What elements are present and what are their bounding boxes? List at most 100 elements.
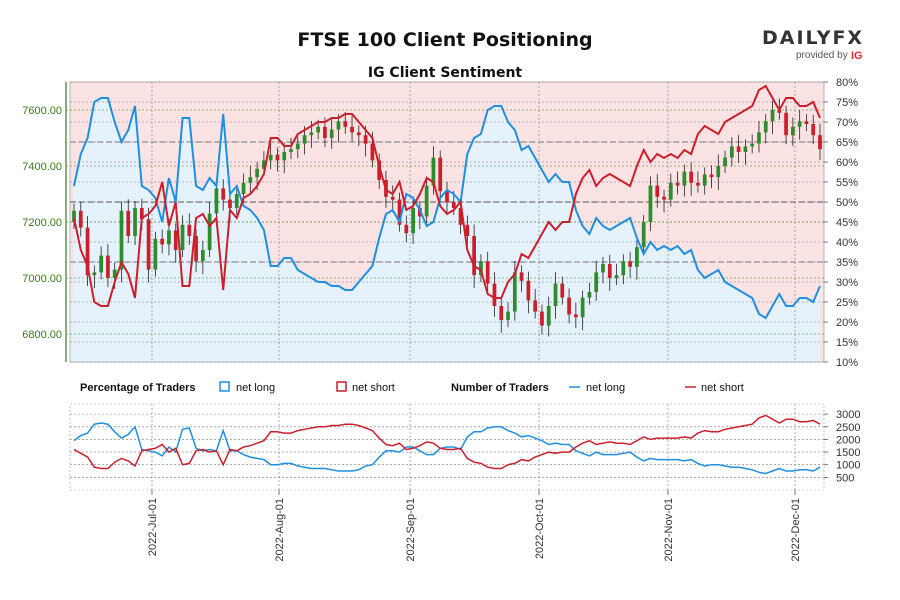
candle-body — [200, 250, 205, 262]
candle-body — [207, 213, 212, 250]
candle-body — [465, 224, 470, 236]
candle-body — [587, 292, 592, 298]
count-tick-label: 500 — [836, 472, 854, 484]
pct-tick-label: 55% — [836, 177, 858, 189]
candle-body — [262, 160, 266, 169]
pct-tick-label: 65% — [836, 137, 858, 149]
candle-body — [167, 230, 171, 245]
date-tick-label: 2022-Dec-01 — [790, 498, 802, 562]
chart-title: FTSE 100 Client Positioning — [297, 29, 592, 51]
candle-body — [180, 224, 185, 250]
candle-body — [811, 124, 816, 136]
candle-body — [641, 222, 646, 248]
logo-ig-mark: IG — [851, 50, 863, 62]
candle-body — [621, 261, 626, 276]
count-tick-label: 2000 — [836, 434, 860, 446]
candle-body — [648, 185, 653, 222]
candle-body — [512, 272, 517, 312]
candle-body — [241, 182, 246, 194]
candle-body — [797, 121, 802, 127]
date-tick-label: 2022-Sep-01 — [405, 498, 417, 562]
candle-body — [85, 227, 90, 276]
candle-body — [187, 224, 192, 236]
pct-tick-label: 10% — [836, 357, 858, 369]
candle-body — [424, 185, 429, 217]
candle-body — [662, 196, 666, 200]
candle-body — [363, 135, 368, 144]
candle-body — [336, 121, 341, 130]
legend: Percentage of Traders net long net short… — [80, 381, 744, 394]
legend-pct-long: net long — [236, 382, 275, 394]
candle-body — [404, 224, 409, 234]
candle-body — [804, 121, 809, 124]
candle-body — [472, 236, 476, 276]
logo-wordmark: DAILYFX — [762, 27, 864, 49]
candle-body — [607, 264, 612, 278]
candle-body — [329, 129, 334, 138]
candle-body — [139, 208, 144, 220]
price-tick-label: 6800.00 — [22, 329, 62, 341]
price-tick-label: 7400.00 — [22, 161, 62, 173]
candle-body — [350, 126, 354, 133]
pct-tick-label: 80% — [836, 77, 858, 89]
candle-body — [390, 196, 395, 200]
legend-num-short: net short — [701, 382, 744, 394]
candle-body — [573, 314, 578, 318]
legend-pct-long-swatch — [219, 381, 230, 392]
candle-body — [757, 132, 761, 144]
pct-tick-label: 35% — [836, 257, 858, 269]
candle-body — [302, 135, 307, 144]
candle-body — [316, 126, 321, 133]
candle-body — [377, 160, 382, 180]
candle-body — [492, 283, 497, 306]
candle-body — [682, 171, 687, 186]
pct-tick-label: 70% — [836, 117, 858, 129]
pct-tick-label: 50% — [836, 197, 858, 209]
candle-body — [268, 154, 273, 161]
candle-body — [580, 297, 585, 318]
bottom-pane-frame — [69, 403, 825, 491]
price-tick-label: 7600.00 — [22, 105, 62, 117]
candle-body — [791, 126, 795, 136]
candle-body — [499, 306, 504, 320]
candle-body — [784, 112, 788, 136]
candle-body — [601, 264, 605, 273]
pct-tick-label: 60% — [836, 157, 858, 169]
candle-body — [519, 272, 524, 281]
candle-body — [228, 199, 232, 208]
candle-body — [750, 143, 755, 147]
candle-body — [343, 121, 348, 127]
date-tick-label: 2022-Jul-01 — [147, 498, 159, 556]
pct-tick-label: 25% — [836, 297, 858, 309]
candle-body — [173, 230, 178, 250]
net-long-pct-line — [73, 97, 821, 320]
date-tick-label: 2022-Aug-01 — [274, 498, 286, 562]
candle-body — [438, 157, 443, 192]
candle-body — [255, 168, 259, 178]
candle-body — [560, 283, 565, 298]
candle-body — [445, 191, 449, 203]
candle-body — [709, 174, 714, 178]
candle-body — [628, 261, 632, 267]
price-tick-label: 7200.00 — [22, 217, 62, 229]
candle-body — [146, 219, 151, 270]
pct-tick-label: 20% — [836, 317, 858, 329]
candle-body — [309, 132, 314, 136]
candle-body — [248, 177, 253, 183]
candle-body — [614, 275, 619, 278]
candle-body — [92, 272, 97, 276]
date-tick-label: 2022-Oct-01 — [534, 498, 546, 559]
legend-pct-short: net short — [352, 382, 395, 394]
candle-body — [689, 171, 694, 183]
candle-body — [458, 208, 463, 225]
pct-tick-label: 45% — [836, 217, 858, 229]
candle-body — [397, 199, 402, 225]
candle-body — [743, 146, 748, 152]
count-tick-label: 3000 — [836, 409, 860, 421]
candle-body — [78, 210, 83, 228]
net-short-count-line — [73, 414, 821, 470]
candle-body — [153, 238, 158, 270]
candle-body — [356, 132, 361, 136]
date-tick-label: 2022-Nov-01 — [663, 498, 675, 562]
candle-body — [106, 255, 110, 278]
